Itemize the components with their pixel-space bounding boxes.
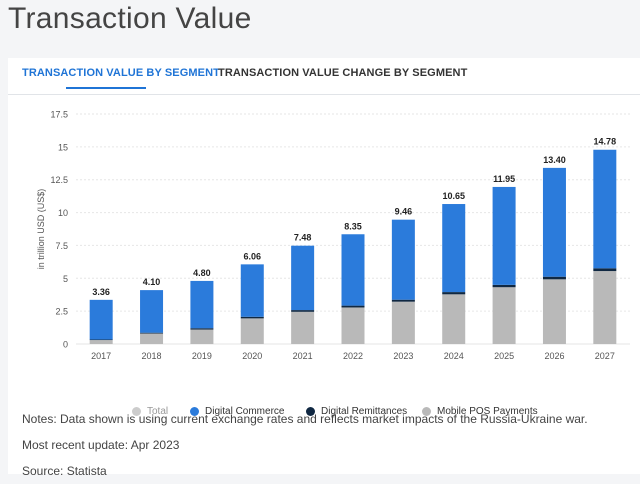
bar-segment-digital-remittances [240, 316, 264, 319]
y-tick-label: 17.5 [50, 110, 68, 120]
y-tick-label: 10 [58, 208, 68, 218]
bar-segment-digital-commerce [291, 245, 315, 311]
bar-segment-digital-commerce [341, 234, 365, 306]
bar-segment-digital-commerce [240, 264, 264, 317]
x-tick-label: 2022 [343, 351, 363, 361]
bar-segment-digital-remittances [341, 305, 365, 308]
update-text: Most recent update: Apr 2023 [22, 438, 180, 452]
legend-item-digital-commerce[interactable]: Digital Commerce [190, 406, 284, 417]
bar-segment-digital-remittances [492, 284, 516, 288]
y-tick-label: 5 [63, 274, 68, 284]
legend-dot-icon [422, 407, 431, 416]
bar-segment-digital-commerce [140, 290, 164, 333]
active-tab-indicator [66, 87, 146, 89]
bar-total-label: 11.95 [493, 174, 515, 184]
y-axis-label: in trillion USD (US$) [36, 189, 46, 270]
bar-segment-digital-remittances [542, 276, 566, 280]
page-title: Transaction Value [8, 2, 252, 35]
bar-segment-digital-commerce [593, 149, 617, 269]
legend-label: Digital Commerce [205, 406, 285, 417]
x-tick-label: 2024 [444, 351, 464, 361]
chart-legend: Total Digital Commerce Digital Remittances… [8, 406, 640, 422]
bar-segment-mobile-pos [391, 301, 415, 344]
bar-segment-digital-commerce [391, 219, 415, 300]
bar-segment-mobile-pos [341, 307, 365, 344]
legend-item-total[interactable]: Total [132, 406, 168, 417]
source-text: Source: Statista [22, 464, 107, 478]
bar-segment-mobile-pos [89, 340, 113, 344]
legend-dot-icon [190, 407, 199, 416]
y-tick-label: 0 [63, 340, 68, 350]
x-tick-label: 2023 [393, 351, 413, 361]
bar-segment-mobile-pos [542, 279, 566, 344]
bar-total-label: 9.46 [395, 207, 413, 217]
bar-segment-mobile-pos [140, 333, 164, 344]
tab-transaction-value-by-segment[interactable]: TRANSACTION VALUE BY SEGMENT [22, 67, 220, 79]
bar-segment-mobile-pos [291, 311, 315, 344]
bar-segment-digital-remittances [190, 328, 214, 330]
legend-dot-icon [306, 407, 315, 416]
chart-notes: Notes: Data shown is using current excha… [22, 406, 588, 484]
bar-segment-digital-commerce [442, 204, 466, 293]
bar-segment-digital-commerce [492, 186, 516, 285]
bar-total-label: 8.35 [344, 221, 362, 231]
x-tick-label: 2019 [192, 351, 212, 361]
bar-segment-mobile-pos [240, 318, 264, 344]
legend-label: Mobile POS Payments [437, 406, 538, 417]
y-tick-label: 7.5 [55, 241, 68, 251]
bar-segment-digital-commerce [89, 299, 113, 340]
bar-total-label: 10.65 [442, 191, 465, 201]
x-tick-label: 2018 [142, 351, 162, 361]
legend-label: Total [147, 406, 169, 417]
y-tick-label: 12.5 [50, 175, 68, 185]
x-tick-label: 2020 [242, 351, 262, 361]
bar-total-label: 4.10 [143, 277, 161, 287]
bar-total-label: 4.80 [193, 268, 211, 278]
x-tick-label: 2027 [595, 351, 615, 361]
stacked-bar-chart: 0 2.5 5 7.5 10 12.5 15 17.5 in trillion USD (US$… [36, 110, 630, 361]
tab-bar: TRANSACTION VALUE BY SEGMENT TRANSACTION… [8, 58, 640, 95]
x-tick-label: 2017 [91, 351, 111, 361]
legend-label: Digital Remittances [321, 406, 408, 417]
bar-segment-digital-remittances [140, 332, 164, 334]
bar-segment-mobile-pos [593, 271, 617, 344]
bar-segment-digital-remittances [391, 299, 415, 302]
bar-total-label: 7.48 [294, 233, 312, 243]
tab-transaction-value-change-by-segment[interactable]: TRANSACTION VALUE CHANGE BY SEGMENT [218, 67, 468, 79]
y-tick-label: 2.5 [55, 307, 68, 317]
bar-total-label: 13.40 [543, 155, 566, 165]
x-tick-label: 2025 [494, 351, 514, 361]
x-tick-label: 2026 [544, 351, 564, 361]
chart-area: 0 2.5 5 7.5 10 12.5 15 17.5 in trillion USD (US$… [8, 94, 640, 417]
legend-item-digital-remittances[interactable]: Digital Remittances [306, 406, 407, 417]
bar-segment-digital-remittances [291, 310, 315, 312]
bar-segment-digital-commerce [190, 280, 214, 329]
bar-segment-digital-remittances [89, 339, 113, 341]
y-tick-label: 15 [58, 142, 68, 152]
x-tick-label: 2021 [293, 351, 313, 361]
notes-text: Notes: Data shown is using current excha… [22, 412, 588, 426]
bar-segment-digital-remittances [442, 292, 466, 295]
bar-total-label: 14.78 [594, 137, 617, 147]
bar-segment-mobile-pos [442, 294, 466, 344]
bar-total-label: 3.36 [92, 287, 110, 297]
bar-total-label: 6.06 [244, 251, 262, 261]
bar-segment-digital-commerce [542, 167, 566, 277]
legend-item-mobile-pos[interactable]: Mobile POS Payments [422, 406, 538, 417]
chart-card: TRANSACTION VALUE BY SEGMENT TRANSACTION… [8, 58, 640, 478]
bar-segment-mobile-pos [492, 287, 516, 344]
bar-segment-digital-remittances [593, 268, 617, 272]
bar-segment-mobile-pos [190, 329, 214, 344]
legend-dot-icon [132, 407, 141, 416]
